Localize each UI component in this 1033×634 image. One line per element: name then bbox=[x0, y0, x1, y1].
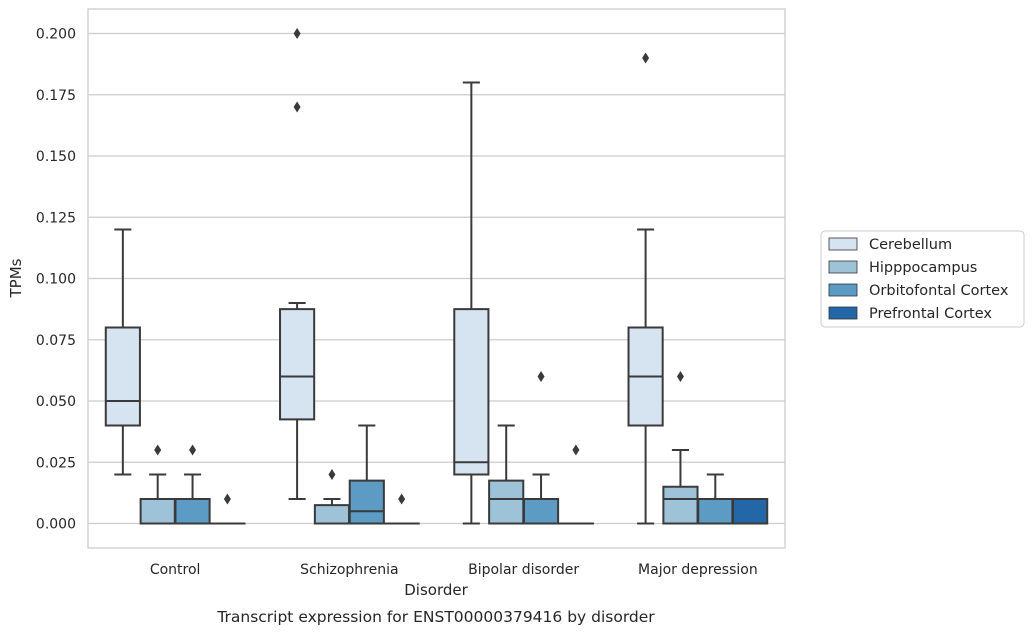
y-tick-label: 0.125 bbox=[36, 210, 76, 226]
box-body bbox=[697, 498, 734, 525]
chart-caption: Transcript expression for ENST0000037941… bbox=[216, 608, 655, 626]
x-tick-label: Schizophrenia bbox=[300, 562, 398, 578]
legend-swatch-orbitofrontal-cortex bbox=[828, 283, 858, 297]
box-body bbox=[453, 308, 490, 476]
y-tick-label: 0.075 bbox=[36, 333, 76, 349]
outlier-point bbox=[189, 444, 197, 456]
box-cerebellum bbox=[279, 28, 316, 500]
box-orbitofontal-cortex bbox=[522, 371, 560, 525]
box-prefrontal-cortex bbox=[732, 498, 769, 525]
legend-label-hippocampus: Hipppocampus bbox=[869, 260, 977, 276]
box-prefrontal-cortex bbox=[209, 493, 246, 525]
x-axis-ticks: Control Schizophrenia Bipolar disorder Majo… bbox=[150, 562, 758, 578]
y-tick-label: 0.100 bbox=[36, 272, 76, 288]
outlier-point bbox=[398, 493, 406, 505]
outlier-point bbox=[537, 371, 545, 382]
box-prefrontal-cortex bbox=[557, 444, 594, 525]
y-tick-label: 0.025 bbox=[36, 455, 76, 471]
legend-swatch-prefrontal-cortex bbox=[828, 306, 858, 320]
legend-label-orbitofrontal-cortex: Orbitofontal Cortex bbox=[869, 283, 1009, 299]
plot-frame bbox=[87, 8, 786, 549]
outlier-point bbox=[642, 52, 650, 64]
box-body bbox=[279, 308, 316, 421]
box-body bbox=[522, 498, 560, 525]
box-body bbox=[313, 504, 351, 525]
box-hipppocampus bbox=[313, 469, 351, 525]
outlier-point bbox=[676, 371, 684, 382]
outlier-point bbox=[293, 101, 301, 113]
x-axis-label: Disorder bbox=[404, 581, 468, 599]
legend-label-prefrontal-cortex: Prefrontal Cortex bbox=[869, 306, 992, 322]
outlier-point bbox=[293, 28, 301, 39]
y-tick-label: 0.150 bbox=[36, 149, 76, 165]
legend-label-cerebellum: Cerebellum bbox=[869, 237, 952, 253]
y-tick-label: 0.175 bbox=[36, 88, 76, 104]
box-body bbox=[104, 326, 141, 427]
y-tick-label: 0.200 bbox=[36, 27, 76, 43]
legend-swatch-cerebellum bbox=[828, 237, 858, 251]
box-body bbox=[174, 498, 211, 525]
box-cerebellum bbox=[104, 228, 141, 476]
outlier-point bbox=[223, 493, 231, 505]
box-body bbox=[348, 479, 385, 525]
box-hipppocampus bbox=[488, 424, 525, 525]
outlier-point bbox=[328, 469, 336, 480]
box-orbitofontal-cortex bbox=[348, 424, 385, 525]
legend-frame bbox=[820, 230, 1025, 328]
box-body bbox=[732, 498, 769, 525]
box-body bbox=[662, 485, 699, 525]
box-cerebellum bbox=[453, 81, 490, 525]
legend: Cerebellum Hipppocampus Orbitofontal Cor… bbox=[820, 230, 1025, 328]
y-axis-label: TPMs bbox=[7, 258, 25, 298]
box-orbitofontal-cortex bbox=[174, 444, 211, 525]
box-body bbox=[488, 479, 525, 525]
y-tick-label: 0.000 bbox=[36, 517, 76, 533]
x-tick-label: Control bbox=[150, 562, 201, 578]
box-hipppocampus bbox=[139, 444, 176, 525]
y-tick-label: 0.050 bbox=[36, 394, 76, 410]
x-tick-label: Major depression bbox=[638, 562, 758, 578]
boxes bbox=[104, 28, 769, 525]
box-cerebellum bbox=[627, 52, 664, 525]
x-tick-label: Bipolar disorder bbox=[468, 562, 579, 578]
outlier-point bbox=[572, 444, 580, 456]
box-body bbox=[139, 498, 176, 525]
outlier-point bbox=[154, 444, 162, 456]
box-hipppocampus bbox=[662, 371, 699, 525]
y-axis-ticks: 0.000 0.025 0.050 0.075 0.100 0.125 0.150 0.175… bbox=[36, 27, 76, 533]
box-prefrontal-cortex bbox=[383, 493, 420, 525]
legend-swatch-hippocampus bbox=[828, 260, 858, 274]
